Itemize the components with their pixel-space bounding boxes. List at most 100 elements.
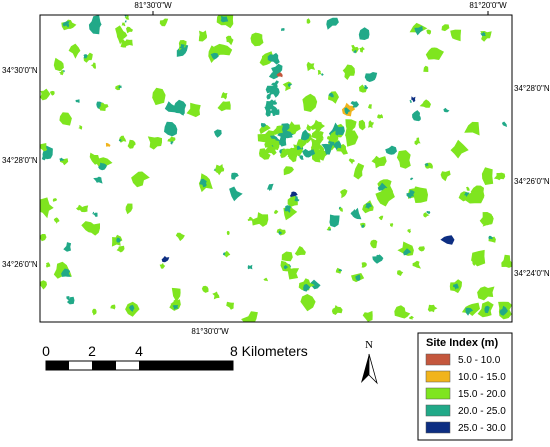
patch <box>201 285 209 293</box>
patch <box>287 268 300 280</box>
patch <box>361 262 367 268</box>
patch <box>66 296 70 301</box>
patch <box>328 130 339 143</box>
coord-label: 34°26'0"N <box>514 177 550 186</box>
patch <box>394 305 411 319</box>
legend-label: 25.0 - 30.0 <box>458 423 506 434</box>
patch <box>212 291 220 300</box>
patch <box>321 143 333 155</box>
patch <box>68 43 81 59</box>
patch <box>375 187 395 207</box>
patch <box>276 72 283 78</box>
map-frame <box>39 14 513 323</box>
scale-bar <box>45 360 234 371</box>
patch <box>358 119 366 131</box>
patch <box>250 32 264 47</box>
patch <box>409 22 428 33</box>
patch <box>425 47 444 60</box>
patch <box>411 96 416 103</box>
scale-label: 4 <box>135 343 143 359</box>
patch <box>147 136 162 150</box>
patch <box>40 143 48 152</box>
scale-label: 8 Kilometers <box>230 343 308 359</box>
patch <box>277 123 293 139</box>
patch <box>371 155 387 169</box>
patch <box>499 305 508 316</box>
patch <box>303 283 311 292</box>
patch <box>418 246 425 252</box>
patch <box>378 215 384 221</box>
patch <box>241 311 258 322</box>
patch <box>76 204 83 211</box>
patch <box>63 70 65 73</box>
patch <box>306 61 316 72</box>
patch <box>278 230 282 235</box>
legend-swatch <box>425 370 451 383</box>
patch <box>169 299 181 311</box>
patch <box>465 190 485 204</box>
patch <box>453 283 459 290</box>
patch <box>198 30 207 42</box>
patch <box>345 119 357 136</box>
patch <box>63 242 72 252</box>
patch <box>45 262 51 268</box>
coord-label: 81°30'0"W <box>134 1 172 10</box>
patch <box>472 261 477 266</box>
patch <box>131 171 150 188</box>
patch <box>364 203 372 209</box>
patch <box>164 121 178 137</box>
patch <box>272 99 278 105</box>
patch <box>120 39 127 48</box>
legend-title: Site Index (m) <box>426 337 498 349</box>
patch <box>409 99 412 103</box>
patch <box>81 221 100 236</box>
patch <box>359 84 367 93</box>
coord-label: 34°26'0"N <box>2 260 38 269</box>
patch <box>331 305 343 315</box>
patch <box>127 139 136 149</box>
patch <box>226 301 234 310</box>
patch <box>124 20 127 23</box>
patch <box>210 52 219 60</box>
patch <box>443 107 450 113</box>
patch <box>59 157 64 162</box>
coord-label: 34°30'0"N <box>2 66 38 75</box>
patch <box>363 85 369 90</box>
patch <box>220 15 229 23</box>
patch <box>83 54 88 59</box>
patch <box>128 304 135 312</box>
patch <box>53 57 64 72</box>
patch <box>161 256 170 263</box>
patch <box>355 274 361 281</box>
patch <box>281 251 293 262</box>
patch <box>92 17 102 27</box>
coord-label: 81°30'0"W <box>191 327 229 336</box>
patch <box>61 268 71 277</box>
patch <box>328 229 331 231</box>
patch <box>388 148 395 154</box>
patch <box>403 248 412 256</box>
patch <box>302 93 318 112</box>
patch <box>317 70 322 75</box>
coord-label: 81°20'0"W <box>469 1 507 10</box>
patch <box>362 310 373 322</box>
patch <box>423 212 430 218</box>
patch <box>264 106 272 117</box>
patch <box>186 102 201 118</box>
scale-label: 2 <box>88 343 96 359</box>
patch <box>370 239 378 249</box>
legend-swatch <box>425 421 451 434</box>
patch <box>40 88 51 101</box>
patch <box>40 280 47 290</box>
patch <box>326 17 339 30</box>
patch <box>377 114 383 119</box>
patch <box>231 172 239 180</box>
patch <box>397 270 404 276</box>
patch <box>407 228 411 234</box>
patch <box>328 92 334 98</box>
patch <box>286 121 301 135</box>
patch <box>313 153 319 158</box>
patch <box>110 304 116 310</box>
patch <box>40 197 54 219</box>
